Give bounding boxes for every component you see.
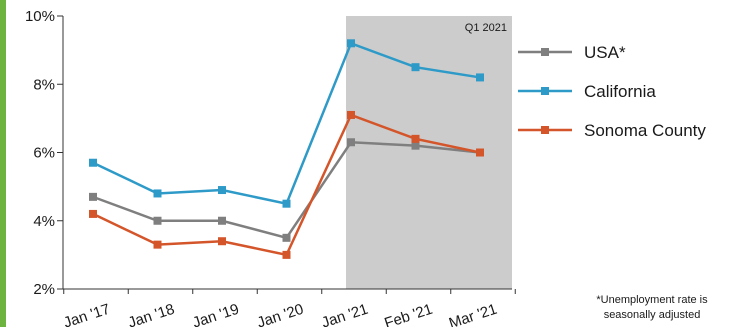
data-point — [282, 250, 291, 259]
x-tick-label: Jan '17 — [61, 301, 112, 327]
legend-label: California — [584, 82, 656, 101]
y-tick-label: 8% — [33, 76, 55, 93]
x-tick-label: Mar '21 — [447, 301, 499, 327]
x-tick-label: Jan '20 — [255, 301, 306, 327]
data-point — [476, 148, 484, 157]
legend-swatch-marker — [541, 126, 549, 134]
legend-label: Sonoma County — [584, 121, 706, 140]
data-point — [282, 233, 291, 242]
footnote-line: seasonally adjusted — [604, 309, 701, 321]
data-point — [153, 189, 162, 198]
legend-label: USA* — [584, 43, 626, 62]
highlight-band — [346, 16, 512, 289]
y-tick-label: 4% — [33, 213, 55, 230]
x-tick-label: Feb '21 — [382, 301, 434, 327]
data-point — [153, 216, 162, 225]
legend-swatch-marker — [541, 87, 549, 95]
data-point — [218, 216, 226, 225]
data-point — [411, 63, 420, 72]
data-point — [411, 141, 420, 150]
data-point — [153, 240, 162, 249]
data-point — [89, 209, 97, 218]
data-point — [218, 237, 226, 246]
legend-swatch-marker — [541, 48, 549, 56]
y-tick-label: 6% — [33, 145, 55, 162]
data-point — [347, 39, 355, 48]
x-tick-label: Jan '19 — [190, 301, 241, 327]
y-tick-label: 2% — [33, 281, 55, 298]
data-point — [347, 110, 355, 119]
data-point — [282, 199, 291, 208]
data-point — [347, 138, 355, 147]
data-point — [476, 73, 484, 82]
data-point — [411, 134, 420, 143]
data-point — [89, 192, 97, 201]
x-tick-label: Jan '18 — [126, 301, 177, 327]
data-point — [89, 158, 97, 167]
highlight-label: Q1 2021 — [465, 22, 507, 34]
accent-bar — [0, 0, 6, 327]
footnote-line: *Unemployment rate is — [596, 294, 708, 306]
x-tick-label: Jan '21 — [319, 301, 370, 327]
data-point — [218, 186, 226, 195]
y-tick-label: 10% — [25, 8, 55, 25]
